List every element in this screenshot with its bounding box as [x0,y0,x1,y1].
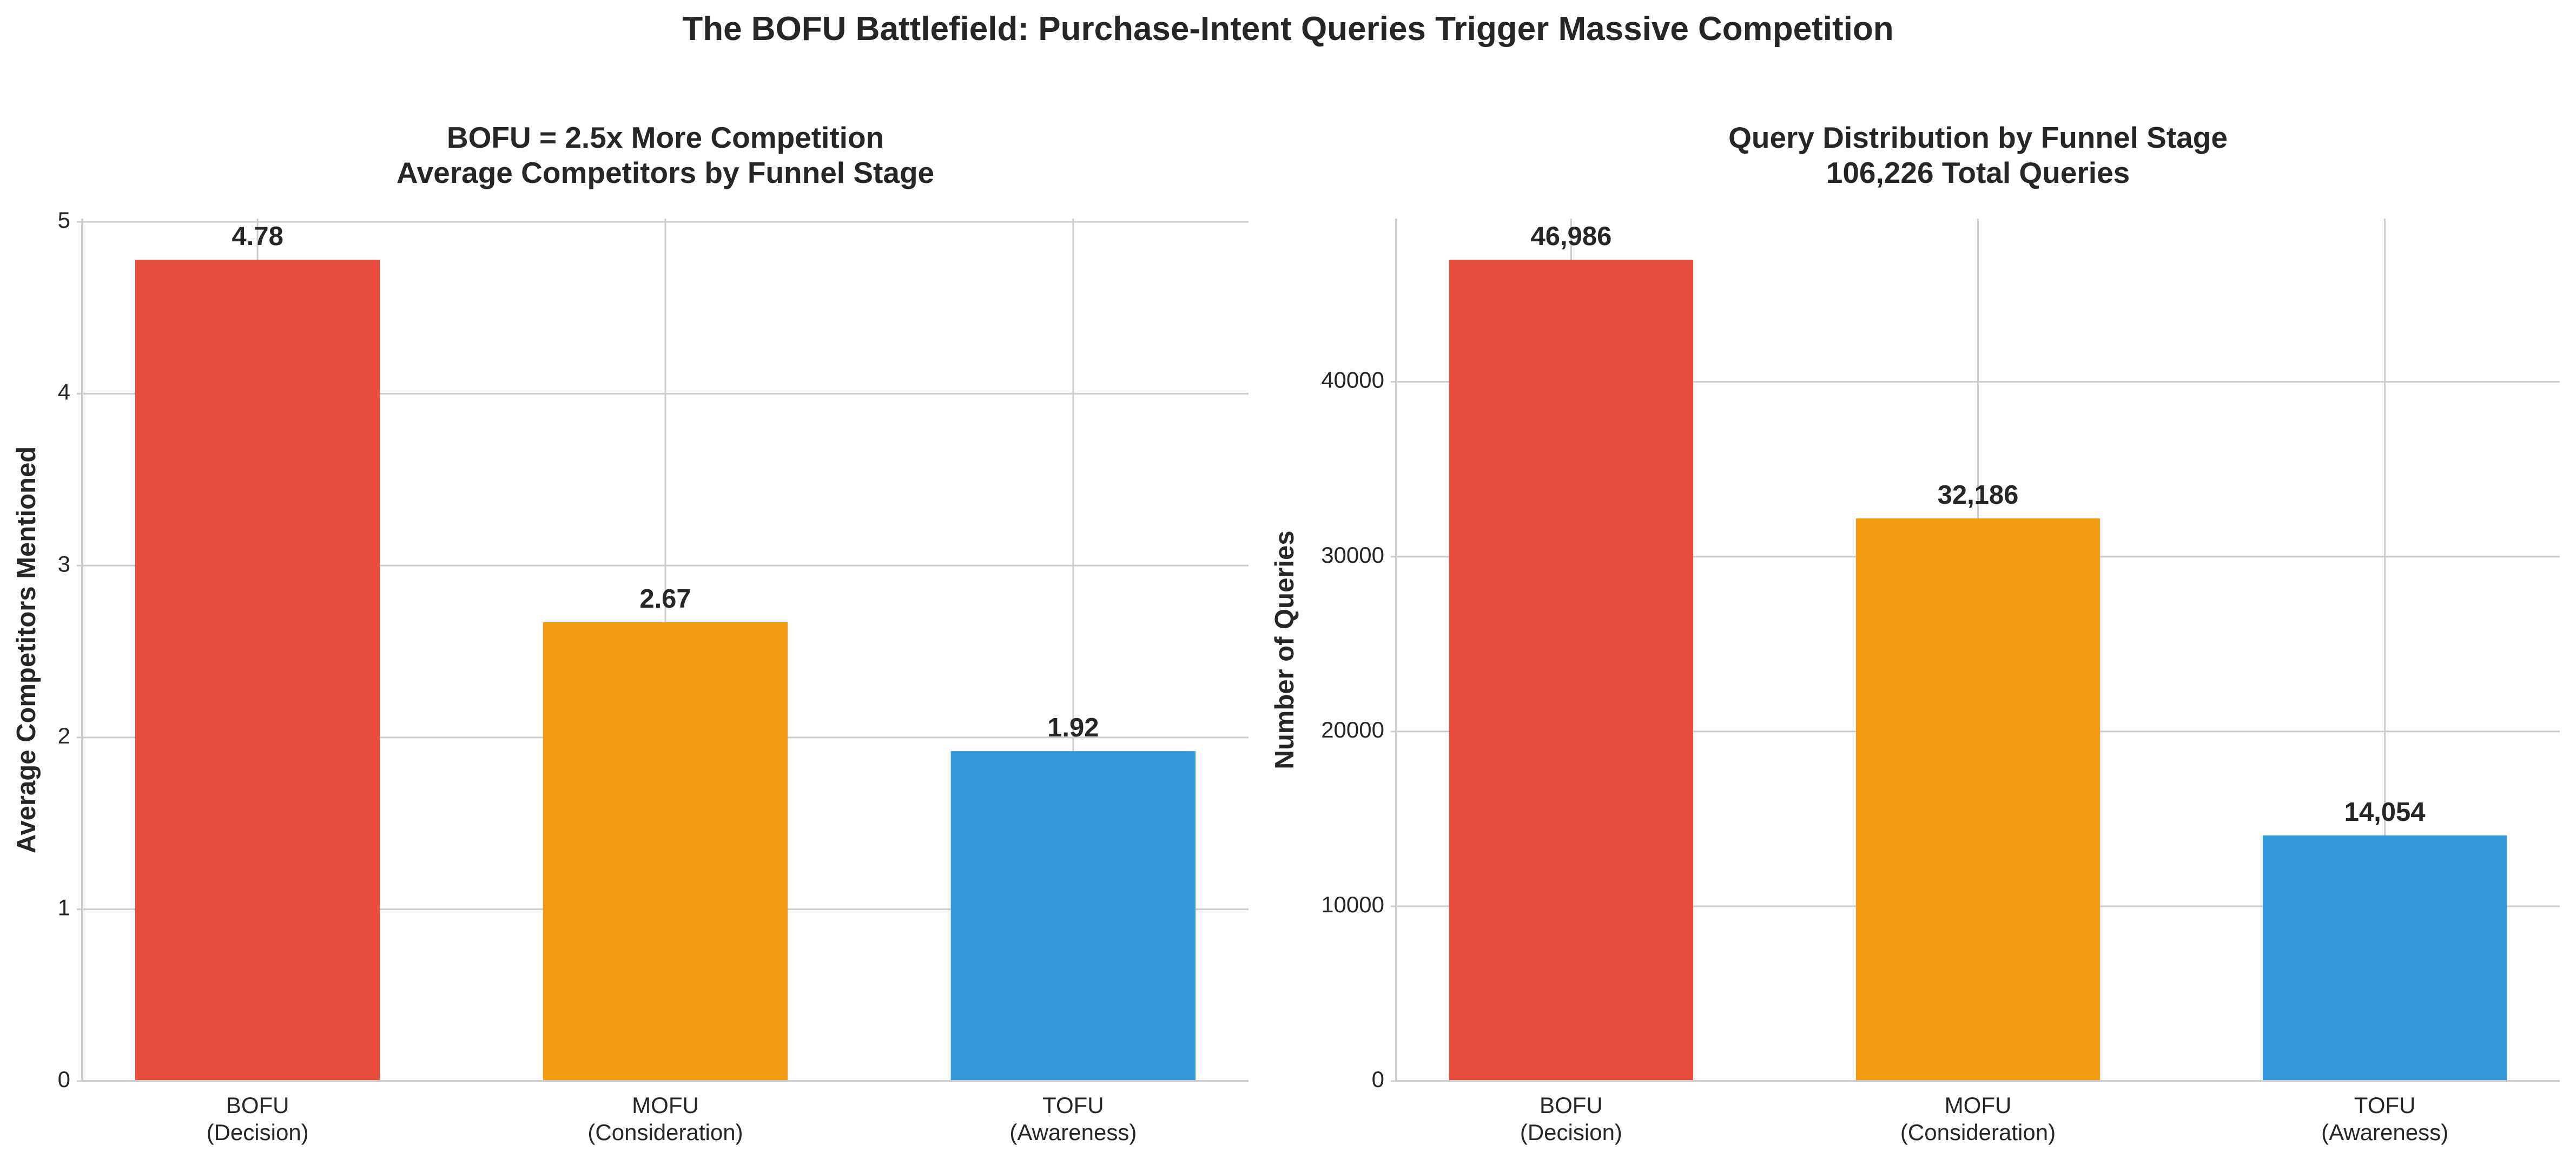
x-tick-label: BOFU (Decision) [1520,1092,1622,1145]
y-axis-label: Average Competitors Mentioned [12,446,41,853]
y-tick-label: 4 [58,379,70,405]
y-tick-label: 10000 [1321,892,1384,917]
y-tick-label: 0 [58,1067,70,1092]
x-tick-label: MOFU (Consideration) [587,1092,743,1145]
y-tick-label: 2 [58,723,70,748]
x-tick-label: TOFU (Awareness) [1009,1092,1137,1145]
value-label: 4.78 [232,222,283,251]
value-label: 46,986 [1530,222,1611,251]
bar [1449,259,1694,1081]
bar [543,622,788,1081]
main-title: The BOFU Battlefield: Purchase-Intent Qu… [682,10,1894,48]
y-tick-label: 3 [58,551,70,576]
y-axis-label: Number of Queries [1270,530,1299,769]
y-tick-label: 40000 [1321,367,1384,393]
value-label: 32,186 [1938,481,2019,510]
y-tick-label: 1 [58,895,70,920]
value-label: 14,054 [2344,798,2426,827]
bar [1855,518,2101,1081]
x-tick-label: TOFU (Awareness) [2321,1092,2449,1145]
y-tick-label: 30000 [1321,542,1384,568]
subplot-title: Query Distribution by Funnel Stage 106,2… [1728,121,2228,189]
x-tick-label: MOFU (Consideration) [1900,1092,2056,1145]
subplot-title: BOFU = 2.5x More Competition Average Com… [396,121,935,189]
x-tick-label: BOFU (Decision) [206,1092,309,1145]
bar [2262,835,2507,1081]
bar [950,751,1195,1081]
y-tick-label: 5 [58,207,70,233]
y-tick-label: 0 [1372,1067,1384,1092]
value-label: 1.92 [1047,713,1099,742]
bar [135,259,380,1081]
value-label: 2.67 [639,584,691,614]
y-tick-label: 20000 [1321,717,1384,742]
